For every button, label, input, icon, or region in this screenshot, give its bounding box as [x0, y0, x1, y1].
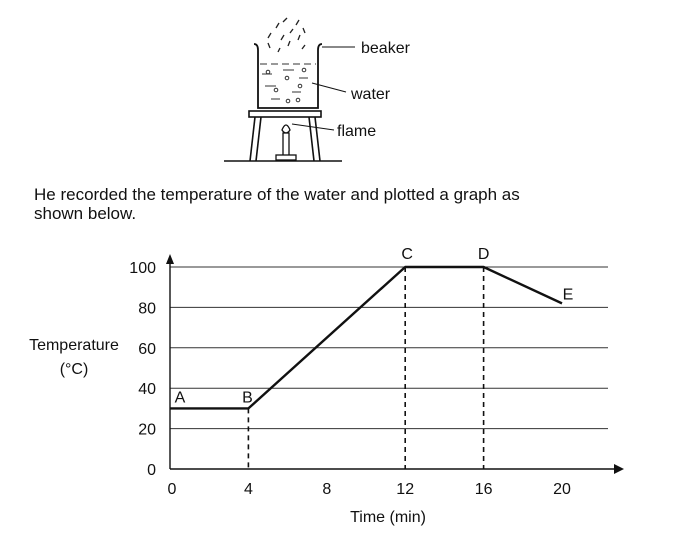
y-tick-labels: 0 20 40 60 80 100 [129, 260, 156, 479]
y-tick-label: 100 [129, 260, 156, 277]
point-label: B [242, 389, 253, 406]
point-label: C [401, 246, 413, 263]
y-axis-arrow-icon [166, 254, 174, 264]
y-tick-label: 20 [138, 422, 156, 439]
series-line [170, 265, 563, 410]
x-tick-label: 0 [168, 481, 177, 498]
point-label: E [563, 286, 574, 303]
y-axis-label-line2: (°C) [60, 361, 89, 378]
y-tick-label: 80 [138, 300, 156, 317]
point-labels: A B C D E [175, 246, 574, 406]
point-label: A [175, 389, 186, 406]
x-axis-label: Time (min) [350, 509, 426, 526]
water-pointer [311, 82, 347, 93]
question-text: He recorded the temperature of the water… [34, 185, 594, 223]
beaker-icon [253, 43, 323, 109]
y-tick-label: 40 [138, 381, 156, 398]
x-axis-arrow-icon [614, 464, 624, 474]
apparatus-illustration: beaker water flame [224, 17, 411, 162]
point-label: D [478, 246, 490, 263]
x-tick-label: 20 [553, 481, 571, 498]
water-icon [260, 63, 316, 104]
temperature-graph: 0 20 40 60 80 100 0 4 8 12 16 20 A B C D E Temperature… [29, 246, 624, 526]
steam-icon [267, 17, 306, 53]
flame-pointer [291, 123, 335, 131]
x-tick-labels: 0 4 8 12 16 20 [168, 481, 571, 498]
y-tick-label: 60 [138, 341, 156, 358]
y-axis-label-line1: Temperature [29, 337, 119, 354]
question-line-2: shown below. [34, 204, 137, 223]
x-tick-label: 8 [322, 481, 331, 498]
x-tick-label: 4 [244, 481, 253, 498]
x-tick-label: 12 [396, 481, 414, 498]
x-tick-label: 16 [475, 481, 493, 498]
beaker-label: beaker [361, 40, 411, 57]
question-line-1: He recorded the temperature of the water… [34, 185, 520, 204]
water-label: water [350, 86, 391, 103]
y-tick-label: 0 [147, 462, 156, 479]
tripod-stand-icon [248, 110, 322, 162]
gridlines [170, 266, 608, 430]
flame-label: flame [337, 123, 376, 140]
bunsen-burner-icon [275, 124, 297, 161]
dashed-guides [247, 267, 485, 469]
